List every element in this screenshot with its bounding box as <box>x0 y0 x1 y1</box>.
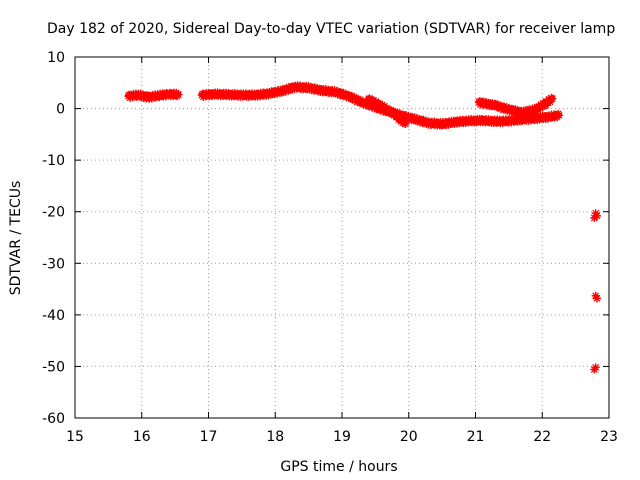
y-tick-label: 0 <box>56 102 65 118</box>
y-tick-label: 10 <box>47 50 65 66</box>
data-point <box>592 294 601 303</box>
y-tick-label: -60 <box>42 411 65 427</box>
x-tick-label: 19 <box>333 429 351 445</box>
data-point <box>401 120 410 129</box>
y-axis-label: SDTVAR / TECUs <box>8 181 24 296</box>
x-tick-label: 23 <box>600 429 618 445</box>
chart-title: Day 182 of 2020, Sidereal Day-to-day VTE… <box>47 21 615 37</box>
x-tick-label: 20 <box>400 429 418 445</box>
x-tick-label: 17 <box>200 429 218 445</box>
x-tick-label: 22 <box>533 429 551 445</box>
axis-ticks: 15 16 17 18 19 20 21 22 23 10 0 -10 -20 -30 -40 -50 -60 <box>42 50 618 445</box>
data-point <box>590 213 599 222</box>
data-point <box>548 94 557 103</box>
y-tick-label: -50 <box>42 359 65 375</box>
y-tick-label: -40 <box>42 308 65 324</box>
x-axis-label: GPS time / hours <box>280 459 397 475</box>
data-point <box>590 365 599 374</box>
y-tick-label: -30 <box>42 256 65 272</box>
x-tick-label: 21 <box>467 429 485 445</box>
data-points <box>124 81 601 374</box>
data-point <box>174 90 183 99</box>
data-point <box>554 111 563 120</box>
x-tick-label: 18 <box>266 429 284 445</box>
x-tick-label: 15 <box>66 429 84 445</box>
x-tick-label: 16 <box>133 429 151 445</box>
y-tick-label: -10 <box>42 153 65 169</box>
y-tick-label: -20 <box>42 205 65 221</box>
